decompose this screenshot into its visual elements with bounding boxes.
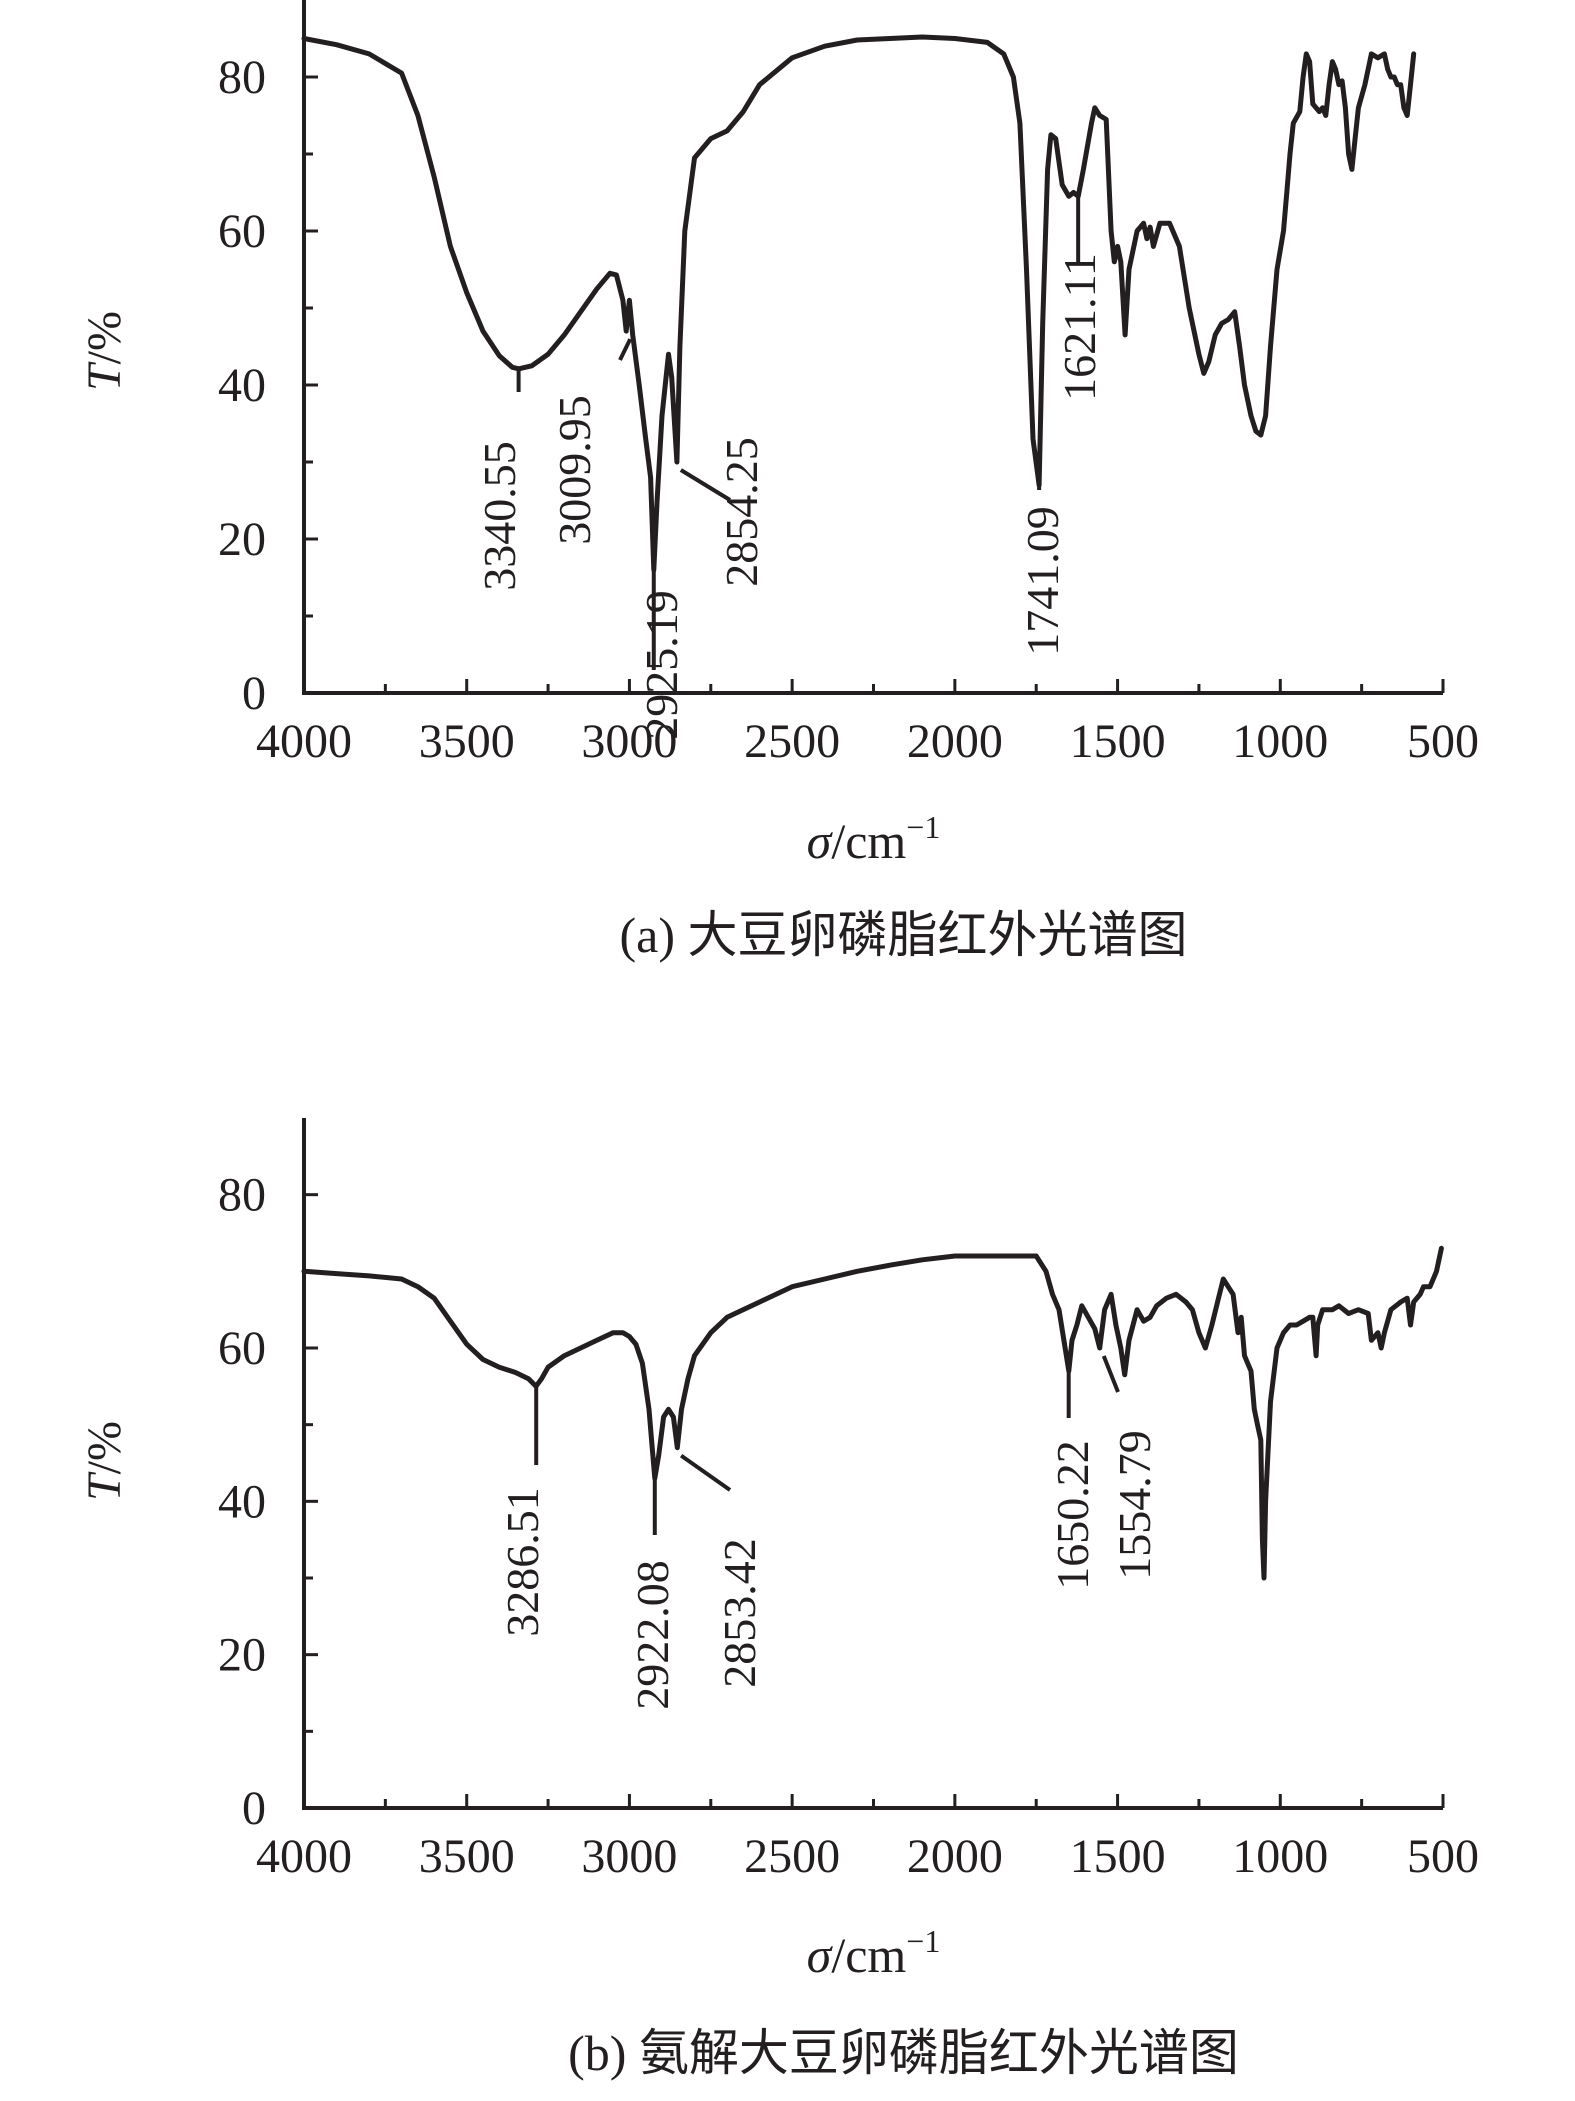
x-tick-label: 1000: [1232, 1830, 1328, 1883]
y-tick-label: 40: [218, 1475, 266, 1528]
peak-label: 2853.42: [714, 1538, 765, 1688]
y-tick-label: 80: [218, 51, 266, 104]
y-axis-symbol: T: [78, 1471, 131, 1501]
peak-label: 3009.95: [549, 395, 600, 545]
peak-label: 3340.55: [474, 441, 525, 591]
y-tick-label: 0: [242, 667, 266, 720]
y-axis-label: T/%: [78, 311, 131, 391]
x-tick-label: 2000: [907, 1830, 1003, 1883]
x-tick-label: 1000: [1232, 715, 1328, 768]
peak-label: 3286.51: [497, 1487, 548, 1637]
x-axis-symbol: σ: [807, 1927, 834, 1983]
peak-label: 1650.22: [1047, 1440, 1098, 1590]
y-tick-label: 60: [218, 205, 266, 258]
y-tick-label: 60: [218, 1322, 266, 1375]
y-tick-label: 80: [218, 1169, 266, 1222]
x-axis-unit-exponent: −1: [906, 809, 940, 845]
peak-label: 1741.09: [1017, 506, 1068, 656]
peak-label: 2854.25: [716, 437, 767, 587]
x-tick-label: 2500: [744, 715, 840, 768]
peak-leader-line: [679, 468, 732, 502]
y-axis-unit: /%: [78, 311, 131, 364]
x-tick-label: 1500: [1070, 1830, 1166, 1883]
panel-b-ammonolyzed-lecithin-spectrum: 4000 3500 3000 2500 2000 1500 1000 500 0 20 40 60 80…: [78, 1118, 1479, 2081]
peak-leader-line: [679, 1454, 732, 1492]
peak-label: 2925.19: [636, 590, 687, 740]
x-axis-label: σ/cm−1: [807, 1923, 941, 1983]
y-axis-label: T/%: [78, 1421, 131, 1501]
x-tick-label: 4000: [256, 715, 352, 768]
x-tick-label: 3000: [581, 715, 677, 768]
peak-label: 2922.08: [627, 1560, 678, 1710]
x-axis-symbol: σ: [807, 813, 834, 869]
peak-label: 1621.11: [1054, 253, 1105, 401]
panel-a-soy-lecithin-spectrum: 4000 3500 3000 2500 2000 1500 1000 500 0 20 40 60 80…: [78, 0, 1479, 963]
figure-caption: (a) 大豆卵磷脂红外光谱图: [620, 907, 1188, 963]
peak-leader-line: [618, 338, 632, 361]
x-axis-unit-exponent: −1: [906, 1923, 940, 1959]
x-axis-unit: /cm: [831, 813, 906, 869]
y-axis-unit: /%: [78, 1421, 131, 1474]
x-axis-label: σ/cm−1: [807, 809, 941, 869]
y-tick-label: 20: [218, 1629, 266, 1682]
y-tick-label: 0: [242, 1782, 266, 1835]
x-tick-label: 1500: [1070, 715, 1166, 768]
x-tick-label: 2000: [907, 715, 1003, 768]
x-tick-label: 2500: [744, 1830, 840, 1883]
spectrum-line: [301, 34, 1417, 573]
y-tick-label: 40: [218, 359, 266, 412]
x-axis-unit: /cm: [831, 1927, 906, 1983]
peak-label: 1554.79: [1109, 1430, 1160, 1580]
x-tick-label: 4000: [256, 1830, 352, 1883]
x-tick-label: 3000: [581, 1830, 677, 1883]
peak-leader-line: [1101, 1355, 1120, 1393]
x-tick-label: 3500: [419, 715, 515, 768]
y-axis-symbol: T: [78, 361, 131, 391]
figure-caption: (b) 氨解大豆卵磷脂红外光谱图: [568, 2025, 1239, 2081]
x-tick-label: 500: [1407, 1830, 1479, 1883]
spectrum-line: [301, 1245, 1444, 1581]
y-tick-label: 20: [218, 513, 266, 566]
x-tick-label: 500: [1407, 715, 1479, 768]
x-tick-label: 3500: [419, 1830, 515, 1883]
